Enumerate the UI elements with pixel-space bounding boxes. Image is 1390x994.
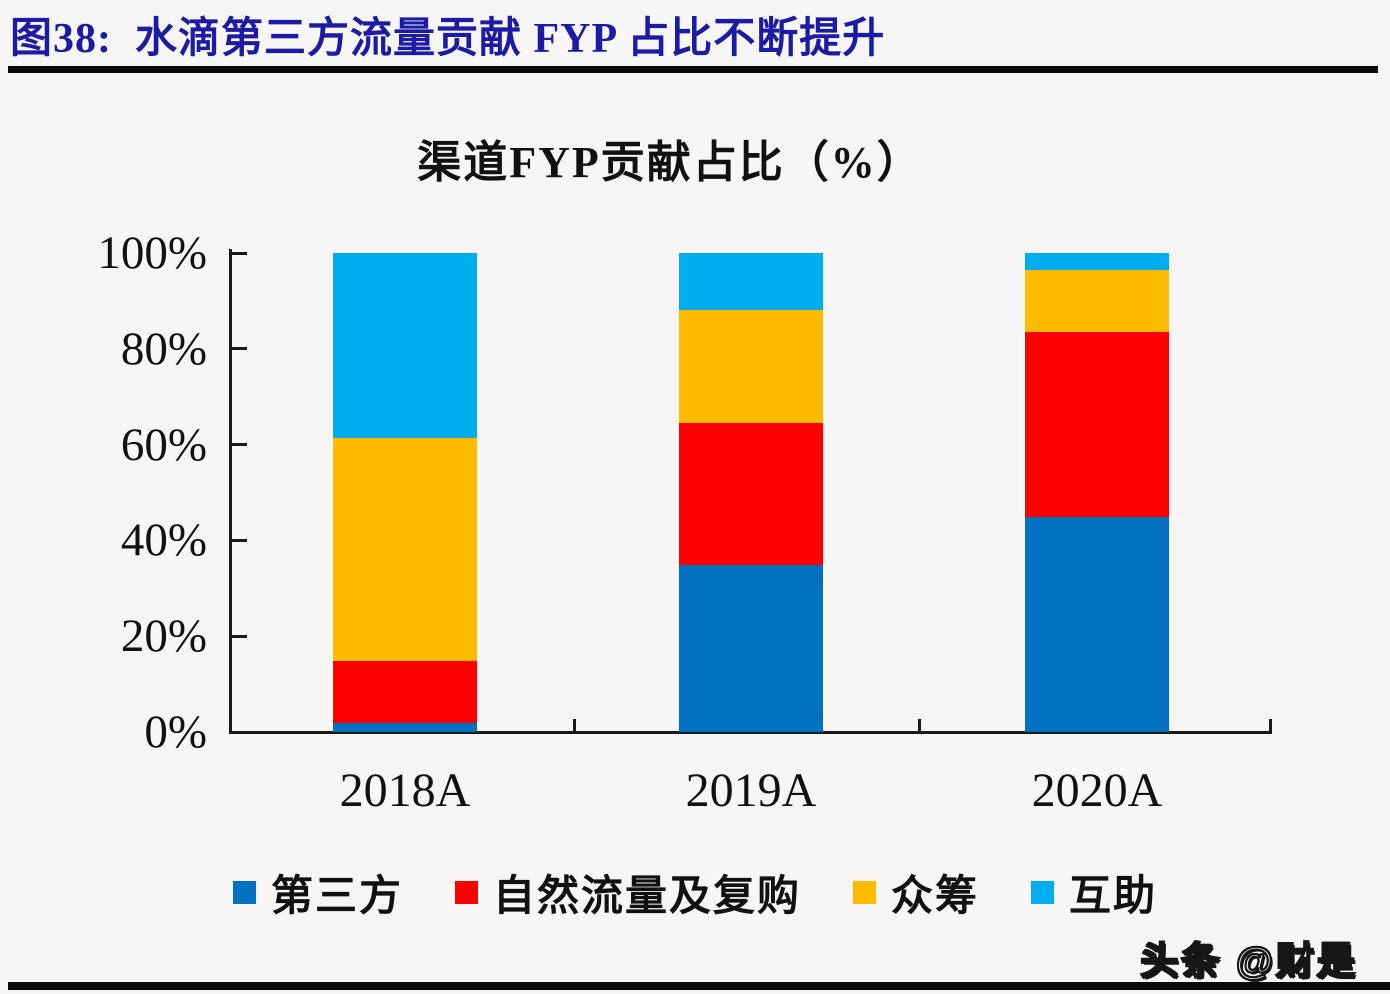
chart-title: 渠道FYP贡献占比（%）	[417, 138, 923, 187]
y-axis-tick	[229, 538, 247, 542]
bar-segment	[1025, 270, 1169, 333]
bottom-rule	[8, 982, 1390, 990]
axis-end-tick	[1269, 719, 1272, 732]
y-tick-label: 80%	[120, 322, 207, 375]
legend-item: 众筹	[853, 862, 979, 923]
title-divider-rule	[8, 66, 1378, 73]
bar-segment	[679, 253, 823, 311]
bar-segment	[333, 437, 477, 661]
legend-item: 互助	[1031, 862, 1157, 923]
y-axis-tick	[229, 443, 247, 447]
category-tick	[918, 719, 921, 732]
x-category-label: 2020A	[1031, 764, 1163, 817]
x-category-label: 2018A	[339, 764, 471, 817]
legend-label: 互助	[1069, 874, 1158, 920]
legend-item: 第三方	[232, 862, 403, 923]
bar-segment	[1025, 332, 1169, 517]
legend-label: 自然流量及复购	[492, 874, 801, 920]
category-tick	[573, 719, 576, 732]
y-tick-label: 0%	[144, 706, 207, 758]
y-axis-tick	[229, 634, 247, 638]
watermark: 头条 @财是	[1139, 940, 1358, 984]
y-tick-label: 40%	[120, 514, 207, 567]
y-axis-tick	[229, 251, 247, 255]
y-tick-label: 20%	[120, 610, 207, 663]
legend-label: 众筹	[891, 874, 980, 920]
stacked-bar-2018A	[333, 253, 477, 732]
bar-segment	[679, 310, 823, 423]
stacked-bar-2019A	[679, 253, 823, 732]
y-tick-label: 60%	[120, 418, 207, 471]
legend-swatch-icon	[454, 881, 478, 904]
bar-segment	[679, 422, 823, 566]
bar-segment	[333, 722, 477, 732]
legend-swatch-icon	[853, 881, 876, 904]
legend-label: 第三方	[270, 874, 403, 920]
y-axis-tick	[229, 347, 247, 351]
bar-segment	[1025, 253, 1169, 271]
figure-title: 图38: 水滴第三方流量贡献 FYP 占比不断提升	[10, 16, 886, 62]
bar-segment	[1025, 516, 1169, 732]
y-axis-line	[229, 249, 232, 733]
legend-item: 自然流量及复购	[454, 862, 801, 923]
stacked-bar-2020A	[1025, 253, 1169, 732]
x-axis-baseline	[229, 731, 1272, 734]
legend: 第三方 自然流量及复购 众筹 互助	[0, 862, 1390, 923]
legend-swatch-icon	[1031, 881, 1055, 904]
legend-swatch-icon	[232, 881, 256, 904]
x-category-label: 2019A	[685, 764, 817, 817]
bar-segment	[333, 253, 477, 438]
bar-segment	[679, 565, 823, 732]
y-tick-label: 100%	[97, 227, 207, 279]
bar-segment	[333, 660, 477, 723]
